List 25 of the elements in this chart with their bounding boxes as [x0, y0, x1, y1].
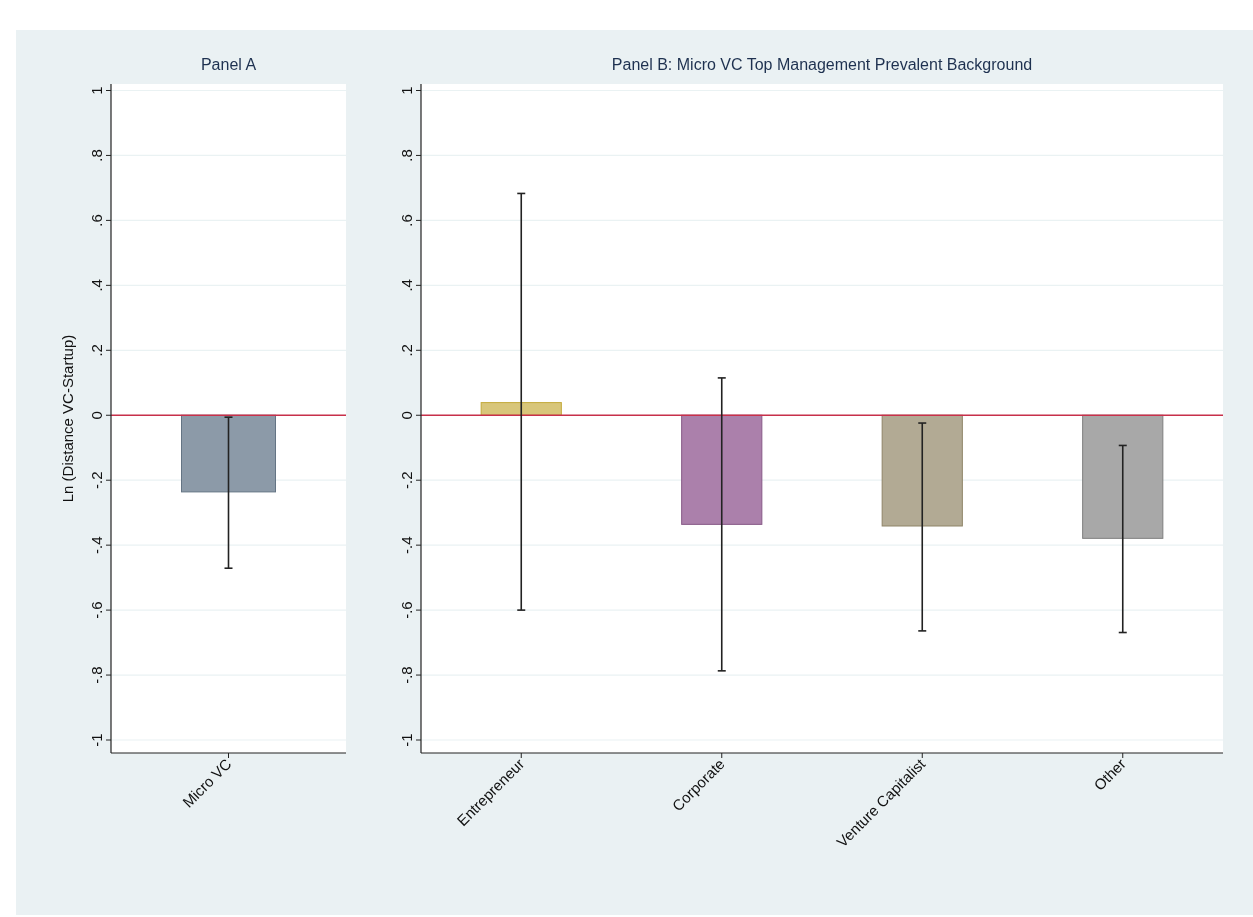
- chart-title: Panel B: Micro VC Top Management Prevalent Background: [611, 56, 1033, 73]
- y-tick-label: .4: [398, 279, 415, 292]
- y-tick-label: -1: [398, 733, 415, 747]
- y-tick-label: -.6: [88, 601, 105, 619]
- chart-title: Panel A: [200, 56, 257, 73]
- y-tick-label: .8: [398, 149, 415, 162]
- y-tick-label: 0: [398, 411, 415, 420]
- y-tick-label: -.8: [398, 666, 415, 684]
- y-tick-label: -.4: [398, 536, 415, 554]
- y-tick-label: 1: [398, 86, 415, 95]
- y-axis-title: Ln (Distance VC-Startup): [59, 334, 76, 503]
- y-tick-label: -.2: [88, 471, 105, 489]
- y-tick-label: 0: [88, 411, 105, 420]
- y-tick-label: .6: [88, 214, 105, 227]
- y-tick-label: -.6: [398, 601, 415, 619]
- y-tick-label: -1: [88, 733, 105, 747]
- y-tick-label: .8: [88, 149, 105, 162]
- y-tick-label: .4: [88, 279, 105, 292]
- y-tick-label: -.8: [88, 666, 105, 684]
- y-tick-label: 1: [88, 86, 105, 95]
- y-tick-label: -.2: [398, 471, 415, 489]
- y-tick-label: .2: [88, 344, 105, 357]
- y-tick-label: -.4: [88, 536, 105, 554]
- y-tick-label: .2: [398, 344, 415, 357]
- y-tick-label: .6: [398, 214, 415, 227]
